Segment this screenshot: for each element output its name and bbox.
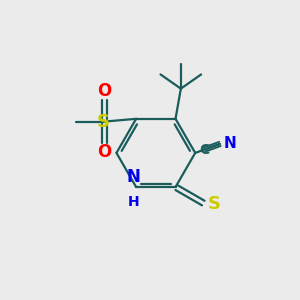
Text: C: C (200, 143, 210, 157)
Text: O: O (97, 82, 111, 100)
Text: N: N (224, 136, 236, 152)
Text: S: S (97, 112, 110, 130)
Text: N: N (127, 168, 141, 186)
Text: O: O (97, 143, 111, 161)
Text: H: H (128, 195, 140, 209)
Text: S: S (208, 195, 221, 213)
